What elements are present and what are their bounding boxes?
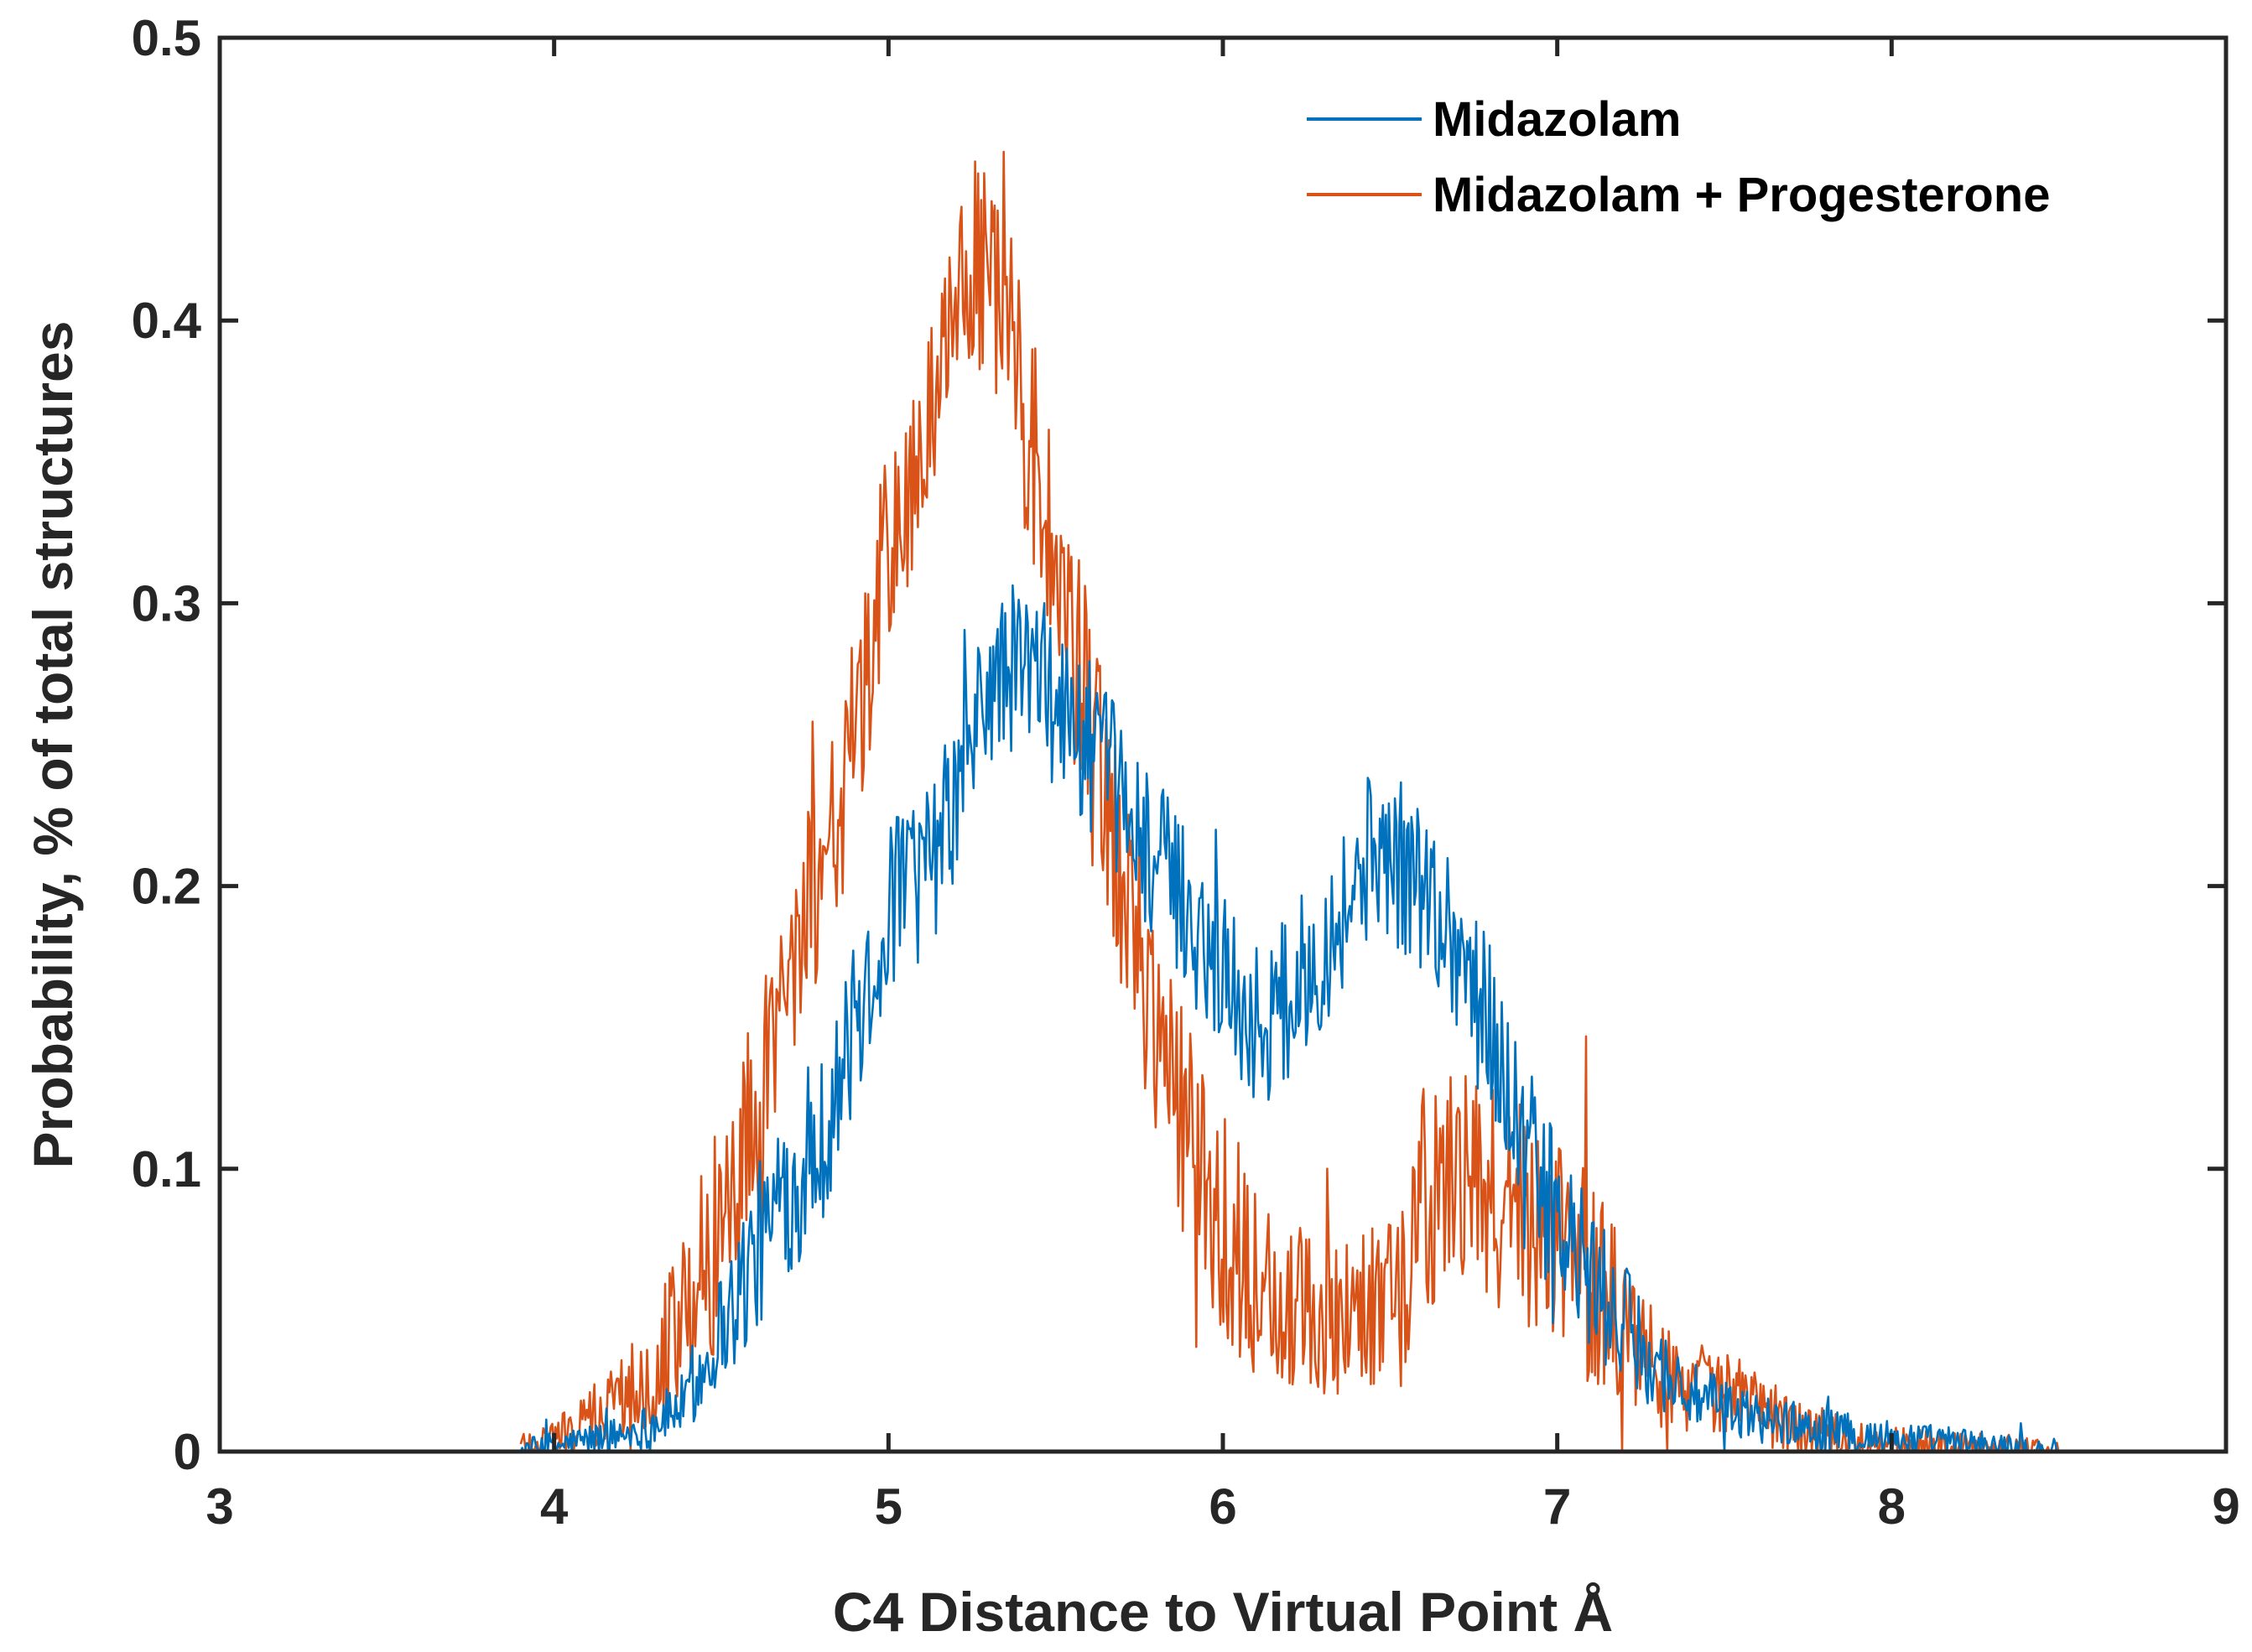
x-tick-label: 6	[1209, 1478, 1236, 1535]
series-line-midazolam	[519, 584, 2059, 1453]
series-line-midazolam-progesterone	[519, 150, 2060, 1453]
x-tick-label: 8	[1878, 1478, 1906, 1535]
series-layer	[519, 150, 2060, 1453]
x-tick-label: 4	[540, 1478, 569, 1535]
x-tick-label: 9	[2212, 1478, 2239, 1535]
y-tick-label: 0	[174, 1424, 201, 1480]
x-tick-label: 5	[875, 1478, 902, 1535]
y-tick-label: 0.4	[132, 293, 202, 349]
y-tick-label: 0.1	[132, 1141, 201, 1197]
y-tick-label: 0.2	[132, 859, 201, 915]
tick-marks	[217, 35, 2229, 1454]
legend-label-midazolam: Midazolam	[1433, 92, 1682, 147]
x-axis-title: C4 Distance to Virtual Point Å	[833, 1581, 1613, 1643]
y-tick-label: 0.3	[132, 575, 201, 631]
x-tick-label: 3	[205, 1478, 233, 1535]
tick-labels: 3 4 5 6 7 8 9 0 0.1 0.2 0.3 0.4 0.5	[132, 10, 2240, 1535]
plot-frame	[217, 35, 2229, 1454]
y-tick-label: 0.5	[132, 10, 201, 66]
legend-label-midazolam-progesterone: Midazolam + Progesterone	[1433, 168, 2050, 222]
y-axis-title: Probability, % of total structures	[22, 321, 84, 1169]
x-tick-label: 7	[1543, 1478, 1571, 1535]
legend: Midazolam Midazolam + Progesterone	[1307, 92, 2050, 222]
